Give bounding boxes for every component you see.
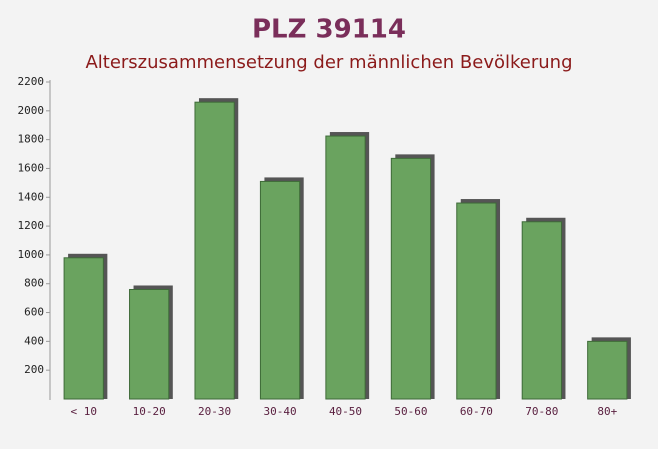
x-tick-label: 50-60 (394, 405, 427, 418)
y-tick-label: 800 (24, 277, 44, 290)
y-tick-label: 200 (24, 363, 44, 376)
chart-subtitle: Alterszusammensetzung der männlichen Bev… (85, 52, 572, 73)
bar (325, 135, 366, 400)
x-tick-label: < 10 (70, 405, 97, 418)
y-tick-label: 1400 (18, 190, 45, 203)
bar (194, 101, 235, 400)
bar (63, 257, 104, 400)
bar (587, 340, 628, 400)
y-tick-label: 400 (24, 334, 44, 347)
chart-title: PLZ 39114 (252, 15, 406, 45)
bar (456, 202, 497, 400)
x-tick-label: 40-50 (329, 405, 362, 418)
y-tick-label: 2000 (18, 104, 45, 117)
bar (521, 221, 562, 400)
bar (390, 157, 432, 400)
y-tick-label: 600 (24, 306, 44, 319)
x-tick-label: 60-70 (460, 405, 493, 418)
y-tick-label: 1800 (18, 133, 45, 146)
y-tick-label: 1200 (18, 219, 45, 232)
x-tick-label: 80+ (597, 405, 617, 418)
x-tick-label: 30-40 (263, 405, 296, 418)
y-tick-label: 1000 (18, 248, 45, 261)
bar (259, 180, 301, 400)
y-tick-label: 1600 (18, 161, 45, 174)
bar (129, 288, 170, 400)
x-tick-label: 10-20 (133, 405, 166, 418)
x-tick-label: 20-30 (198, 405, 231, 418)
y-tick-label: 2200 (18, 75, 45, 88)
x-tick-label: 70-80 (525, 405, 558, 418)
